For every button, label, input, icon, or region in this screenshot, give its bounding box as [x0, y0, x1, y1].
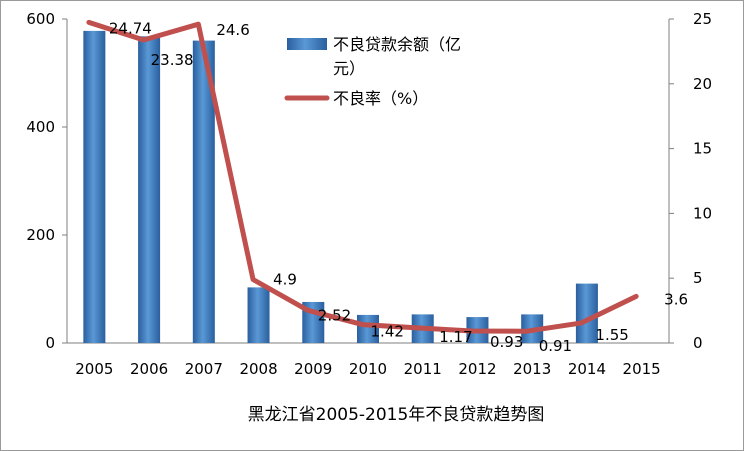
x-axis-labels: 2005 2006 2007 2008 2009 2010 2011 2012 2013 2014… — [75, 360, 660, 378]
line-data-label: 24.74 — [109, 19, 152, 37]
legend-bar-swatch — [287, 38, 327, 50]
x-tick-label: 2008 — [239, 360, 277, 378]
x-tick-label: 2007 — [185, 360, 223, 378]
line-data-label: 0.91 — [539, 337, 572, 355]
line-data-label: 4.9 — [273, 270, 297, 288]
bar-2014 — [575, 283, 598, 343]
right-tick-label: 15 — [693, 140, 712, 158]
line-data-label: 1.55 — [595, 326, 628, 344]
left-tick-label: 400 — [26, 118, 55, 136]
legend-bar-label-line1: 不良贷款余额（亿 — [333, 35, 461, 54]
legend-bar-label-line2: 元） — [333, 59, 365, 78]
line-data-label: 2.52 — [318, 306, 351, 324]
line-data-labels: 24.74 23.38 24.6 4.9 2.52 1.42 1.17 0.93 0.91 1.5… — [109, 19, 688, 355]
x-tick-label: 2012 — [458, 360, 496, 378]
left-axis-ticks: 0 200 400 600 — [26, 10, 67, 352]
right-tick-label: 5 — [693, 269, 703, 287]
x-tick-label: 2005 — [75, 360, 113, 378]
line-data-label: 0.93 — [490, 333, 523, 351]
right-tick-label: 0 — [693, 334, 703, 352]
left-tick-label: 600 — [26, 10, 55, 28]
x-tick-label: 2013 — [513, 360, 551, 378]
line-data-label: 24.6 — [216, 21, 249, 39]
chart-title: 黑龙江省2005-2015年不良贷款趋势图 — [248, 405, 545, 425]
left-tick-label: 200 — [26, 226, 55, 244]
line-path — [86, 19, 639, 334]
x-tick-label: 2015 — [623, 360, 661, 378]
legend-line-label: 不良率（%） — [333, 89, 428, 108]
x-tick-label: 2014 — [568, 360, 606, 378]
right-tick-label: 10 — [693, 204, 712, 222]
line-data-label: 3.6 — [664, 290, 688, 308]
bar-2008 — [247, 287, 270, 343]
bar-2006 — [138, 36, 161, 343]
x-tick-label: 2006 — [130, 360, 168, 378]
bar-2005 — [83, 30, 106, 343]
right-tick-label: 25 — [693, 10, 712, 28]
x-tick-label: 2010 — [349, 360, 387, 378]
line-series — [86, 19, 639, 334]
x-tick-label: 2009 — [294, 360, 332, 378]
line-data-label: 1.42 — [371, 323, 404, 341]
right-tick-label: 20 — [693, 75, 712, 93]
right-axis-ticks: 0 5 10 15 20 25 — [669, 10, 712, 352]
line-data-label: 23.38 — [151, 51, 194, 69]
bar-series — [83, 30, 598, 343]
line-data-label: 1.17 — [439, 328, 472, 346]
left-tick-label: 0 — [45, 334, 55, 352]
bar-2007 — [192, 40, 215, 343]
legend: 不良贷款余额（亿 元） 不良率（%） — [284, 35, 461, 108]
x-tick-label: 2011 — [404, 360, 442, 378]
bar-2010 — [357, 314, 379, 343]
